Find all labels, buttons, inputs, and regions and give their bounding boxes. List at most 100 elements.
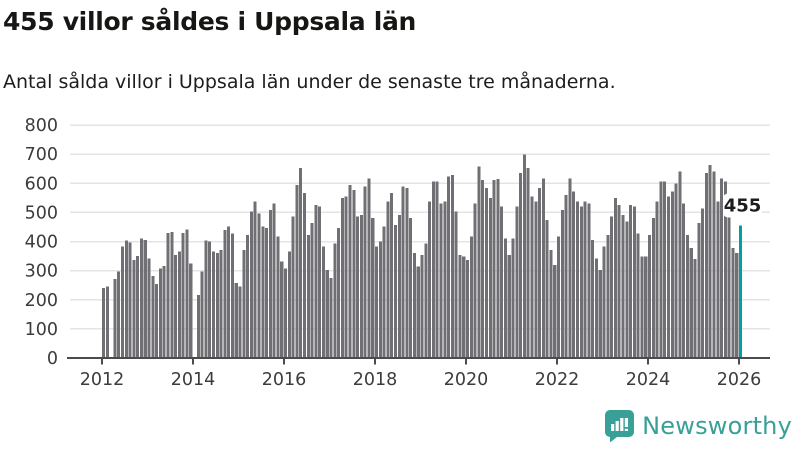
bar [443, 201, 447, 358]
y-tick-label: 700 [25, 145, 58, 165]
bar [651, 218, 655, 358]
bar [526, 168, 530, 358]
bar [500, 206, 504, 358]
bar [166, 232, 170, 358]
bar [511, 238, 515, 358]
bar [591, 240, 595, 358]
y-tick-label: 200 [25, 291, 58, 311]
x-tick-label: 2020 [444, 370, 489, 390]
bar [598, 270, 602, 358]
bar [200, 271, 204, 358]
bar [454, 211, 458, 358]
bar [697, 223, 701, 358]
bar [371, 218, 375, 358]
bar [579, 206, 583, 358]
bar [469, 236, 473, 358]
bar [280, 261, 284, 358]
chart-header: 455 villor såldes i Uppsala län Antal så… [3, 0, 783, 95]
bar [375, 246, 379, 358]
y-tick-label: 0 [47, 349, 58, 369]
y-tick-label: 500 [25, 203, 58, 223]
bar [613, 198, 617, 358]
value-callout-text: 455 [724, 196, 762, 217]
bar [450, 174, 454, 358]
bar [348, 185, 352, 358]
bar [594, 258, 598, 358]
bar [701, 208, 705, 358]
bar [181, 232, 185, 358]
bar [230, 233, 234, 358]
bar [295, 185, 299, 358]
bar [325, 270, 329, 358]
bar [333, 243, 337, 358]
y-tick-label: 800 [25, 116, 58, 136]
bar [431, 181, 435, 358]
bar [606, 234, 610, 358]
bar [466, 259, 470, 358]
bar [481, 179, 485, 358]
bars [102, 154, 743, 359]
bar [287, 251, 291, 358]
page-subtitle: Antal sålda villor i Uppsala län under d… [3, 71, 616, 93]
bar [246, 234, 250, 358]
bar [462, 256, 466, 358]
bar [735, 253, 739, 358]
bar [549, 249, 553, 358]
bar [189, 263, 193, 358]
page-title: 455 villor såldes i Uppsala län [3, 7, 417, 36]
bar [583, 201, 587, 358]
bar [174, 254, 178, 358]
bar [693, 258, 697, 359]
bar [117, 271, 121, 358]
bar [416, 266, 420, 358]
bar [211, 251, 216, 358]
bar [515, 206, 519, 358]
bar [458, 254, 462, 358]
y-tick-label: 400 [25, 233, 58, 253]
bar [655, 201, 659, 358]
bar [640, 256, 644, 358]
bar [208, 241, 212, 358]
x-tick-label: 2012 [80, 370, 125, 390]
newsworthy-logo[interactable]: Newsworthy [604, 409, 792, 442]
bar [136, 256, 140, 358]
bar [261, 226, 265, 358]
bar [488, 198, 492, 358]
bar [538, 188, 542, 358]
bar [378, 241, 382, 358]
x-tick-label: 2022 [535, 370, 580, 390]
bar [610, 216, 614, 358]
bar [503, 238, 507, 358]
bar [663, 181, 667, 358]
bar [568, 178, 572, 358]
bar [204, 240, 208, 358]
bar [393, 224, 398, 358]
bar [473, 203, 477, 358]
bar [272, 203, 276, 358]
bar [238, 286, 242, 358]
bar [139, 238, 143, 358]
bar [170, 231, 174, 358]
bar [223, 229, 227, 358]
bar [321, 246, 325, 358]
bar [644, 256, 648, 358]
bar [162, 265, 166, 358]
bar [219, 249, 223, 358]
bar [314, 204, 318, 358]
bar [484, 188, 489, 358]
bar [386, 201, 390, 358]
x-tick-label: 2018 [353, 370, 398, 390]
bar [242, 249, 246, 358]
bar [268, 209, 272, 358]
bar [587, 203, 591, 358]
bar [723, 181, 727, 358]
bar [215, 253, 219, 358]
bar [253, 201, 257, 358]
bar [519, 173, 523, 358]
bar [340, 198, 344, 358]
bar [276, 236, 280, 358]
bar [329, 278, 333, 358]
bar [401, 186, 405, 358]
bar [439, 203, 443, 358]
